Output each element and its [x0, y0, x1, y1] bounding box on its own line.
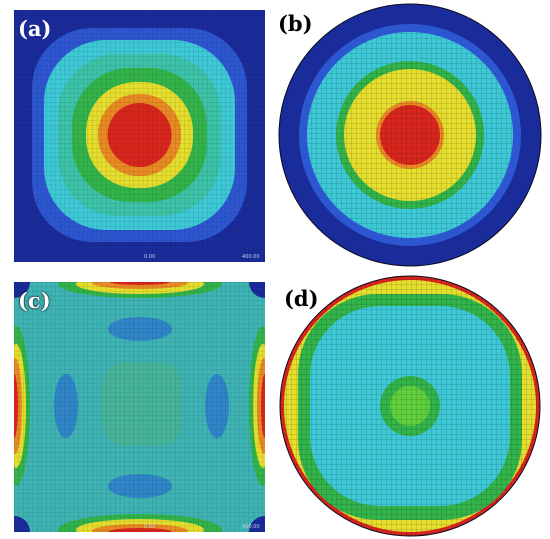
mesh-grid — [14, 10, 265, 262]
scale-label-a-end: 400.00 — [242, 254, 260, 260]
scale-label-c-start: 0.00 — [144, 524, 156, 530]
contour-plot-d — [279, 275, 541, 537]
panel-c: (c) 0.00 400.00 — [14, 282, 265, 532]
contour-plot-c — [14, 282, 265, 532]
scale-label-c-end: 400.00 — [242, 524, 260, 530]
panel-label-d: (d) — [284, 286, 319, 311]
contour-plot-b — [278, 3, 542, 267]
panel-b: (b) — [276, 3, 544, 267]
contour-plot-a — [14, 10, 265, 262]
scale-label-a-start: 0.00 — [144, 254, 156, 260]
mesh-grid — [14, 282, 265, 532]
mesh-grid — [280, 276, 540, 536]
disk-outline — [278, 3, 542, 267]
panel-a: (a) 0.00 400.00 — [14, 10, 265, 262]
panel-label-b: (b) — [278, 11, 313, 36]
mesh-grid — [307, 32, 513, 238]
panel-d: (d) — [276, 274, 544, 538]
panel-label-c: (c) — [18, 288, 51, 313]
panel-label-a: (a) — [18, 16, 52, 41]
disk-outline — [279, 275, 541, 537]
